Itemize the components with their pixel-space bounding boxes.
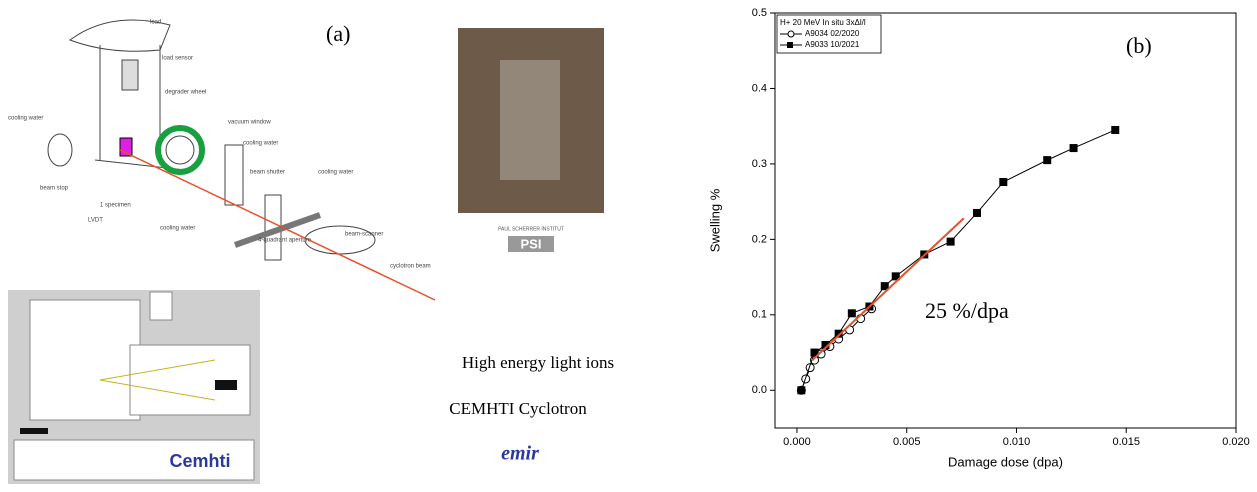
series-line (800, 308, 872, 391)
chart: 0.000 0.005 0.010 0.015 0.020 0.0 0.1 0.2 0.3 0.4… (707, 7, 1249, 470)
marker (847, 309, 856, 318)
y-tick-label: 0.0 (752, 384, 767, 396)
series-line (800, 129, 1116, 391)
panel-label: (a) (326, 21, 350, 46)
marker (880, 282, 889, 291)
x-tick-label: 0.005 (893, 436, 921, 448)
y-tick-label: 0.3 (752, 158, 767, 170)
x-tick-label: 0.020 (1222, 436, 1250, 448)
psi-logo: PSI (521, 236, 542, 251)
schematic (47, 19, 436, 301)
annotation: 25 %/dpa (925, 298, 1009, 323)
floor-plan (8, 290, 260, 484)
schematic-label: cyclotron beam (390, 264, 431, 270)
plan-logo: Cemhti (169, 451, 230, 471)
marker (891, 272, 900, 281)
photo-caption: PAUL SCHERRER INSTITUT (498, 226, 564, 232)
y-tick-label: 0.4 (752, 82, 767, 94)
marker (999, 178, 1008, 187)
marker (1043, 156, 1052, 165)
schematic-label: vacuum window (228, 120, 271, 126)
legend-marker (787, 42, 793, 48)
caption-line: CEMHTI Cyclotron (449, 399, 587, 418)
legend-marker (787, 30, 795, 38)
schematic-label: cooling water (318, 170, 353, 176)
schematic-label: load sensor (162, 56, 193, 62)
schematic-label: 4-quadrant aperture (258, 238, 312, 244)
photo-detail (500, 60, 560, 180)
schematic-label: degrader wheel (165, 90, 206, 96)
schematic-label: 1 specimen (100, 203, 131, 209)
marker (821, 341, 830, 349)
fit-line (811, 217, 965, 361)
schematic-label: cooling water (8, 116, 43, 122)
lab-logo: emir (501, 443, 539, 465)
x-tick-label: 0.000 (783, 436, 811, 448)
caption-line: High energy light ions (462, 353, 614, 372)
schematic-label: beam-scanner (345, 232, 383, 238)
psi-logo-box (508, 236, 554, 252)
y-tick-label: 0.1 (752, 309, 767, 321)
marker (797, 386, 806, 395)
schematic-labels: load cooling water load sensor degrader whe… (8, 20, 431, 270)
marker (946, 237, 955, 246)
y-tick-label: 0.2 (752, 233, 767, 245)
x-tick-label: 0.010 (1003, 436, 1031, 448)
marker (810, 348, 819, 357)
marker (834, 329, 843, 338)
marker (972, 208, 981, 217)
schematic-label: LVDT (88, 218, 103, 224)
y-tick-label: 0.5 (752, 7, 767, 19)
schematic-label: beam shutter (250, 170, 285, 176)
legend-label: A9033 10/2021 (805, 40, 860, 49)
x-axis-label: Damage dose (dpa) (948, 454, 1063, 469)
legend-title: H+ 20 MeV In situ 3xΔl/l (780, 18, 866, 27)
schematic-label: cooling water (160, 226, 195, 232)
schematic-label: load (150, 20, 161, 26)
schematic-label: cooling water (243, 141, 278, 147)
schematic-label: beam stop (40, 186, 69, 192)
panel-label: (b) (1126, 33, 1152, 58)
marker (1069, 144, 1078, 153)
legend-label: A9034 02/2020 (805, 29, 860, 38)
x-tick-label: 0.015 (1112, 436, 1140, 448)
y-axis-label: Swelling % (707, 188, 722, 252)
marker (1111, 125, 1120, 134)
plot-frame (774, 12, 1237, 429)
